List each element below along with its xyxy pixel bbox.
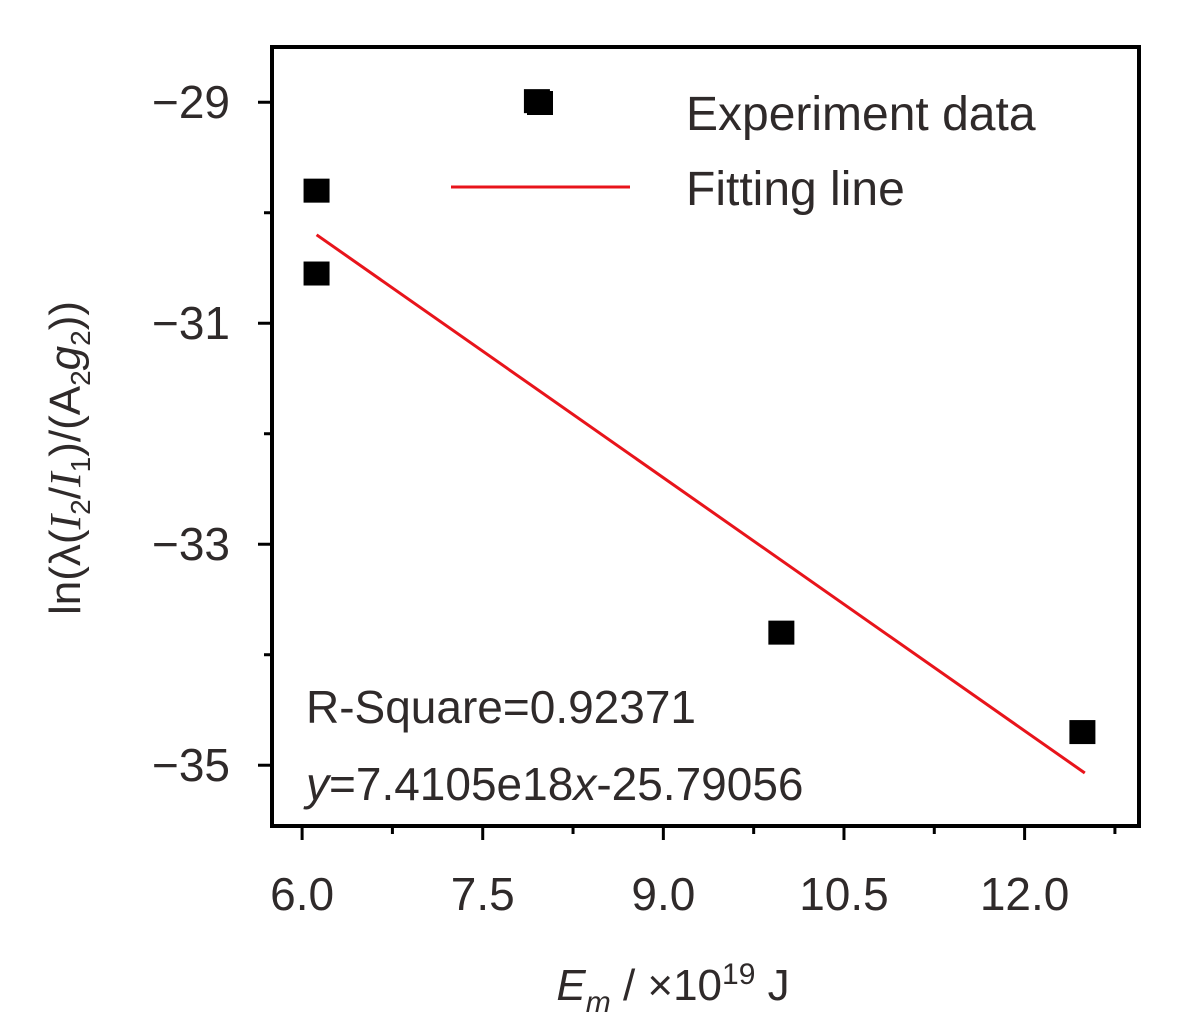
y-tick-label-0: −29 (152, 76, 230, 128)
x-axis-title: Em / ×1019 J (556, 958, 789, 1019)
y-axis-title: ln(λ(I2/I1)/(A2g2)) (41, 301, 96, 615)
y-title-I2: I (41, 512, 90, 530)
r-square-annotation: R-Square=0.92371 (306, 681, 696, 733)
y-title-I1: I (41, 470, 90, 488)
x-tick-label-3: 10.5 (799, 868, 889, 920)
fitting-line (315, 233, 1086, 775)
x-title-unit: J (755, 961, 789, 1010)
axis-tick-labels: 6.0 7.5 9.0 10.5 12.0 −29 −31 −33 −35 (152, 76, 1069, 920)
legend-label-fitting-line: Fitting line (686, 163, 905, 216)
y-title-p2: )/(A (41, 385, 90, 457)
y-title-g: g (41, 345, 90, 370)
data-point-3 (768, 620, 795, 645)
y-tick-label-2: −33 (152, 518, 230, 570)
x-title-sup: 19 (722, 958, 755, 991)
y-title-subg: 2 (65, 330, 96, 346)
x-title-main: E (556, 961, 586, 1010)
x-title-rest: / ×10 (611, 961, 722, 1010)
series-layer (303, 89, 1096, 775)
data-point-1 (303, 261, 330, 286)
x-tick-label-1: 7.5 (451, 868, 515, 920)
eq-part-2: -25.79056 (596, 758, 803, 810)
x-tick-label-0: 6.0 (270, 868, 334, 920)
data-point-4 (1069, 720, 1096, 745)
y-title-slash: / (41, 486, 90, 499)
x-tick-label-4: 12.0 (980, 868, 1070, 920)
axis-ticks (258, 100, 1117, 840)
y-tick-label-3: −35 (152, 739, 230, 791)
y-title-sub2: 2 (65, 499, 96, 515)
x-tick-label-2: 9.0 (631, 868, 695, 920)
eq-part-1: =7.4105e18 (329, 758, 573, 810)
y-tick-label-1: −31 (152, 297, 230, 349)
y-title-p1: ln(λ( (41, 529, 90, 615)
legend-label-experiment-data: Experiment data (686, 88, 1036, 141)
eq-x-var: x (571, 758, 598, 810)
y-title-sub1: 1 (65, 457, 96, 473)
fit-equation-annotation: y=7.4105e18x-25.79056 (303, 758, 804, 810)
y-title-p3: )) (41, 301, 90, 330)
legend-marker-experiment-data (527, 91, 553, 115)
x-title-sub: m (586, 986, 611, 1019)
legend: Experiment data Fitting line (451, 88, 1036, 216)
plot-frame (270, 45, 1141, 828)
eq-y-var: y (303, 758, 332, 810)
y-title-subA: 2 (65, 370, 96, 386)
data-point-0 (303, 178, 330, 203)
